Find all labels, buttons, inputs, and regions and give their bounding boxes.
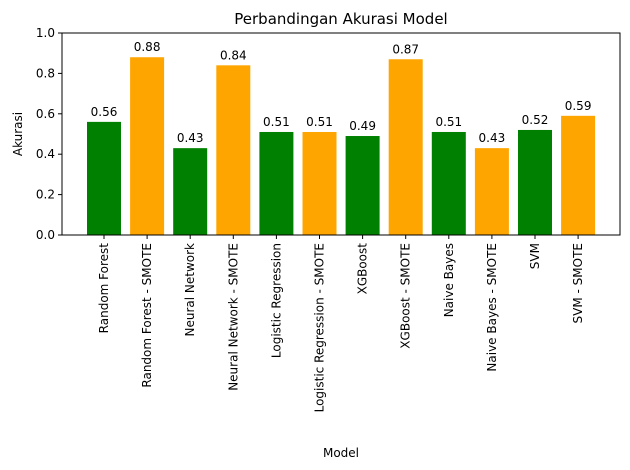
x-tick-label: Neural Network — [183, 243, 197, 337]
bar-value-label: 0.56 — [91, 105, 118, 119]
y-tick-label: 0.8 — [36, 66, 55, 80]
y-axis-title: Akurasi — [11, 112, 25, 156]
x-tick-label: Logistic Regression - SMOTE — [313, 243, 327, 412]
y-tick-label: 0.4 — [36, 147, 55, 161]
bar-value-label: 0.59 — [565, 99, 592, 113]
bar-value-label: 0.52 — [522, 113, 549, 127]
bar — [431, 131, 466, 235]
bar — [302, 131, 337, 235]
x-tick-label: SVM - SMOTE — [571, 243, 585, 323]
bar-value-label: 0.51 — [435, 115, 462, 129]
data-labels-group: 0.56 0.88 0.43 0.84 0.51 0.51 0.49 0.87 0.51 0.43… — [91, 40, 592, 145]
x-tick-label: XGBoost — [356, 243, 370, 295]
bar — [259, 131, 294, 235]
bar-value-label: 0.51 — [306, 115, 333, 129]
x-tick-label: Neural Network - SMOTE — [226, 243, 240, 391]
y-tick-label: 0.6 — [36, 107, 55, 121]
bar — [561, 115, 596, 235]
x-tick-label: Logistic Regression — [269, 243, 283, 358]
bar — [345, 136, 380, 235]
x-tick-label: Random Forest — [97, 243, 111, 334]
bar-value-label: 0.49 — [349, 119, 376, 133]
bar-value-label: 0.43 — [177, 131, 204, 145]
bar-value-label: 0.43 — [479, 131, 506, 145]
bar — [216, 65, 251, 235]
x-tick-label: Random Forest - SMOTE — [140, 243, 154, 388]
bar-value-label: 0.88 — [134, 40, 161, 54]
y-axis: 0.0 0.2 0.4 0.6 0.8 1.0 — [36, 26, 62, 242]
plot-frame — [61, 32, 621, 236]
x-tick-label: Naive Bayes - SMOTE — [485, 243, 499, 372]
bar-value-label: 0.84 — [220, 48, 247, 62]
bar — [87, 121, 121, 235]
bar-value-label: 0.51 — [263, 115, 290, 129]
y-tick-label: 0.0 — [36, 228, 55, 242]
x-axis-title: Model — [323, 446, 359, 460]
x-tick-label: SVM — [528, 243, 542, 269]
bar — [130, 57, 165, 235]
bar — [474, 148, 509, 235]
bar — [518, 129, 552, 235]
bar — [173, 148, 208, 235]
x-tick-label: XGBoost - SMOTE — [399, 243, 413, 349]
chart-title: Perbandingan Akurasi Model — [234, 10, 447, 28]
x-axis: Random Forest Random Forest - SMOTE Neural… — [97, 235, 585, 412]
y-tick-label: 1.0 — [36, 26, 55, 40]
bar-value-label: 0.87 — [392, 42, 419, 56]
y-tick-label: 0.2 — [36, 188, 55, 202]
bar — [388, 59, 423, 236]
x-tick-label: Naive Bayes — [442, 243, 456, 317]
bars-group — [87, 57, 596, 236]
